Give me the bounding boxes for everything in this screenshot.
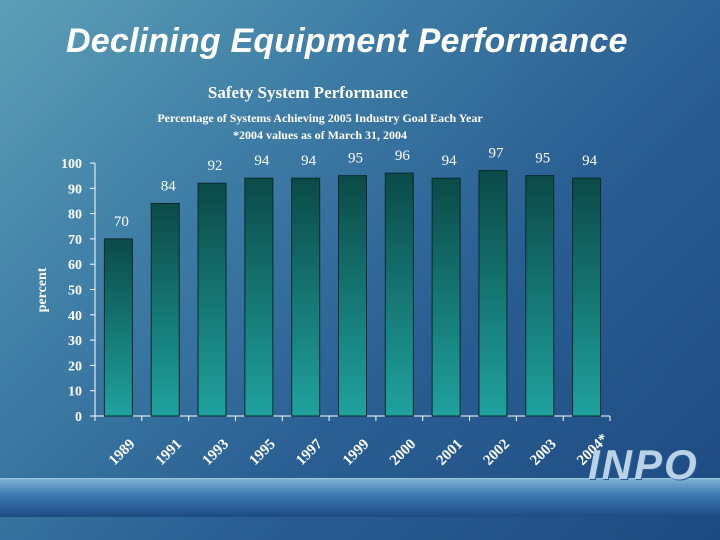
chart-title: Safety System Performance: [208, 83, 409, 102]
x-tick-label: 1991: [153, 436, 186, 469]
bar-value-label: 84: [161, 178, 177, 194]
bar-value-label: 96: [395, 148, 411, 164]
bar-value-label: 95: [535, 151, 550, 167]
y-tick-label: 20: [68, 359, 82, 374]
bar-value-label: 92: [208, 158, 223, 174]
bar: [244, 177, 274, 417]
y-tick-label: 40: [68, 309, 82, 324]
bar-value-label: 97: [488, 146, 504, 162]
bar: [103, 238, 133, 417]
y-axis: 0 10 20 30 40 50 60 70 80 90 100: [61, 157, 96, 425]
bar: [384, 172, 414, 417]
x-tick-label: 1997: [293, 436, 326, 469]
y-tick-label: 60: [68, 258, 82, 273]
chart-subtitle: Percentage of Systems Achieving 2005 Ind…: [157, 111, 483, 125]
chart-note: *2004 values as of March 31, 2004: [233, 128, 407, 142]
bar: [150, 202, 180, 417]
y-tick-label: 100: [61, 157, 82, 172]
bar: [525, 175, 555, 417]
y-tick-label: 0: [75, 410, 82, 425]
x-tick-label: 1995: [246, 436, 279, 469]
bar-value-label: 94: [582, 153, 598, 169]
bar: [338, 175, 367, 417]
y-tick-label: 90: [68, 182, 82, 197]
bar: [431, 177, 461, 417]
footer-band: [0, 478, 720, 517]
bar: [291, 177, 321, 417]
data-labels: 70 84 92 94 94 95 96 94 97 95 94: [114, 146, 598, 230]
bar: [478, 170, 508, 417]
x-tick-label: 2001: [434, 436, 467, 469]
bar-value-label: 70: [114, 214, 129, 230]
x-tick-label: 1993: [200, 436, 233, 469]
bar-series: [103, 170, 602, 417]
x-tick-label: 2000: [387, 436, 420, 469]
y-tick-label: 30: [68, 334, 82, 349]
y-tick-label: 50: [68, 284, 82, 299]
bar-value-label: 95: [348, 151, 363, 167]
slide-title: Declining Equipment Performance: [66, 22, 628, 60]
inpo-logo: INPO: [588, 441, 699, 488]
bar-value-label: 94: [254, 153, 270, 169]
x-tick-label: 2003: [527, 436, 560, 469]
x-tick-label: 2002: [480, 436, 513, 469]
x-axis: 1989 1991 1993 1995 1997 1999 2000 2001 2002 2003…: [94, 415, 612, 469]
y-tick-label: 70: [68, 233, 82, 248]
bar: [197, 182, 227, 417]
y-axis-label: percent: [35, 267, 50, 312]
bar-value-label: 94: [301, 153, 317, 169]
bar: [572, 177, 602, 417]
y-tick-label: 80: [68, 208, 82, 223]
x-tick-label: 1989: [106, 436, 139, 469]
bar-value-label: 94: [442, 153, 458, 169]
y-tick-label: 10: [68, 385, 82, 400]
x-tick-label: 1999: [340, 436, 373, 469]
